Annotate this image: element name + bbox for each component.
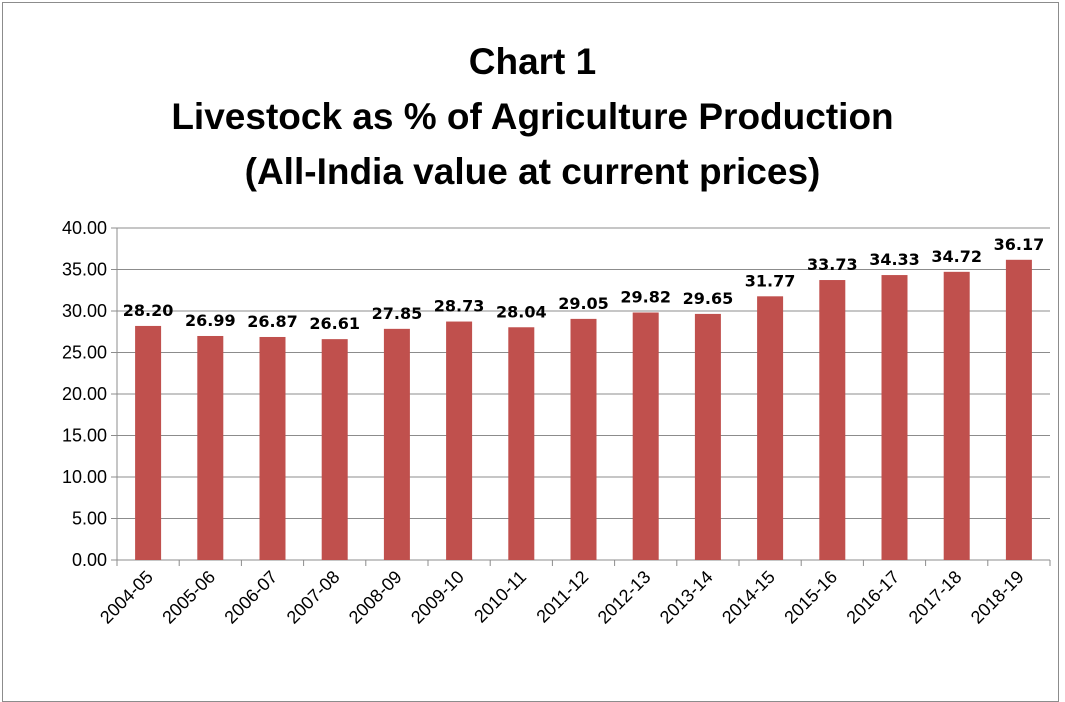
y-tick-label: 30.00 — [62, 301, 107, 321]
y-tick-label: 0.00 — [72, 550, 107, 570]
x-tick-label: 2011-12 — [532, 567, 592, 627]
y-tick-label: 25.00 — [62, 343, 107, 363]
data-label: 36.17 — [994, 235, 1045, 254]
x-tick-label: 2013-14 — [656, 567, 717, 628]
bar — [259, 336, 286, 560]
bar — [694, 313, 721, 560]
chart-title-line-2: Livestock as % of Agriculture Production — [171, 96, 894, 137]
y-tick-label: 10.00 — [62, 467, 107, 487]
data-label: 29.65 — [683, 289, 734, 308]
data-label: 33.73 — [807, 255, 858, 274]
y-tick-label: 20.00 — [62, 384, 107, 404]
chart-title-line-1: Chart 1 — [468, 41, 597, 82]
chart-title-line-3: (All-India value at current prices) — [244, 151, 821, 192]
bar — [819, 280, 846, 560]
data-label: 26.61 — [309, 314, 360, 333]
data-label: 34.72 — [931, 247, 982, 266]
data-label: 28.20 — [123, 301, 174, 320]
x-tick-label: 2017-18 — [905, 567, 966, 628]
x-tick-label: 2014-15 — [718, 567, 779, 628]
bar — [632, 312, 659, 560]
bar — [757, 296, 784, 560]
x-tick-label: 2016-17 — [842, 567, 903, 628]
y-tick-label: 35.00 — [62, 260, 107, 280]
bar — [570, 318, 597, 560]
bar — [135, 325, 162, 560]
data-label: 27.85 — [372, 304, 423, 323]
data-label: 28.04 — [496, 302, 547, 321]
bar — [321, 339, 348, 560]
bar — [881, 275, 908, 560]
y-tick-label: 40.00 — [62, 218, 107, 238]
bar — [1005, 259, 1032, 560]
x-tick-label: 2009-10 — [407, 567, 468, 628]
x-tick-label: 2008-09 — [345, 567, 406, 628]
x-tick-label: 2007-08 — [283, 567, 344, 628]
y-tick-label: 5.00 — [72, 509, 107, 529]
y-tick-label: 15.00 — [62, 426, 107, 446]
data-label: 26.87 — [247, 312, 298, 331]
data-label: 28.73 — [434, 297, 485, 316]
data-label: 29.05 — [558, 294, 609, 313]
bar — [446, 321, 473, 560]
x-tick-label: 2006-07 — [220, 567, 281, 628]
bar — [943, 271, 970, 560]
data-label: 26.99 — [185, 311, 236, 330]
x-tick-label: 2018-19 — [967, 567, 1028, 628]
data-label: 31.77 — [745, 271, 796, 290]
x-tick-label: 2010-11 — [470, 567, 530, 627]
x-tick-label: 2005-06 — [158, 567, 219, 628]
bar — [508, 327, 535, 560]
data-label: 34.33 — [869, 250, 920, 269]
x-tick-label: 2004-05 — [96, 567, 157, 628]
x-tick-label: 2012-13 — [594, 567, 655, 628]
data-label: 29.82 — [620, 287, 671, 306]
bar — [383, 328, 410, 560]
x-tick-label: 2015-16 — [780, 567, 841, 628]
chart-title: Chart 1 Livestock as % of Agriculture Pr… — [0, 34, 1065, 199]
bar — [197, 335, 224, 560]
